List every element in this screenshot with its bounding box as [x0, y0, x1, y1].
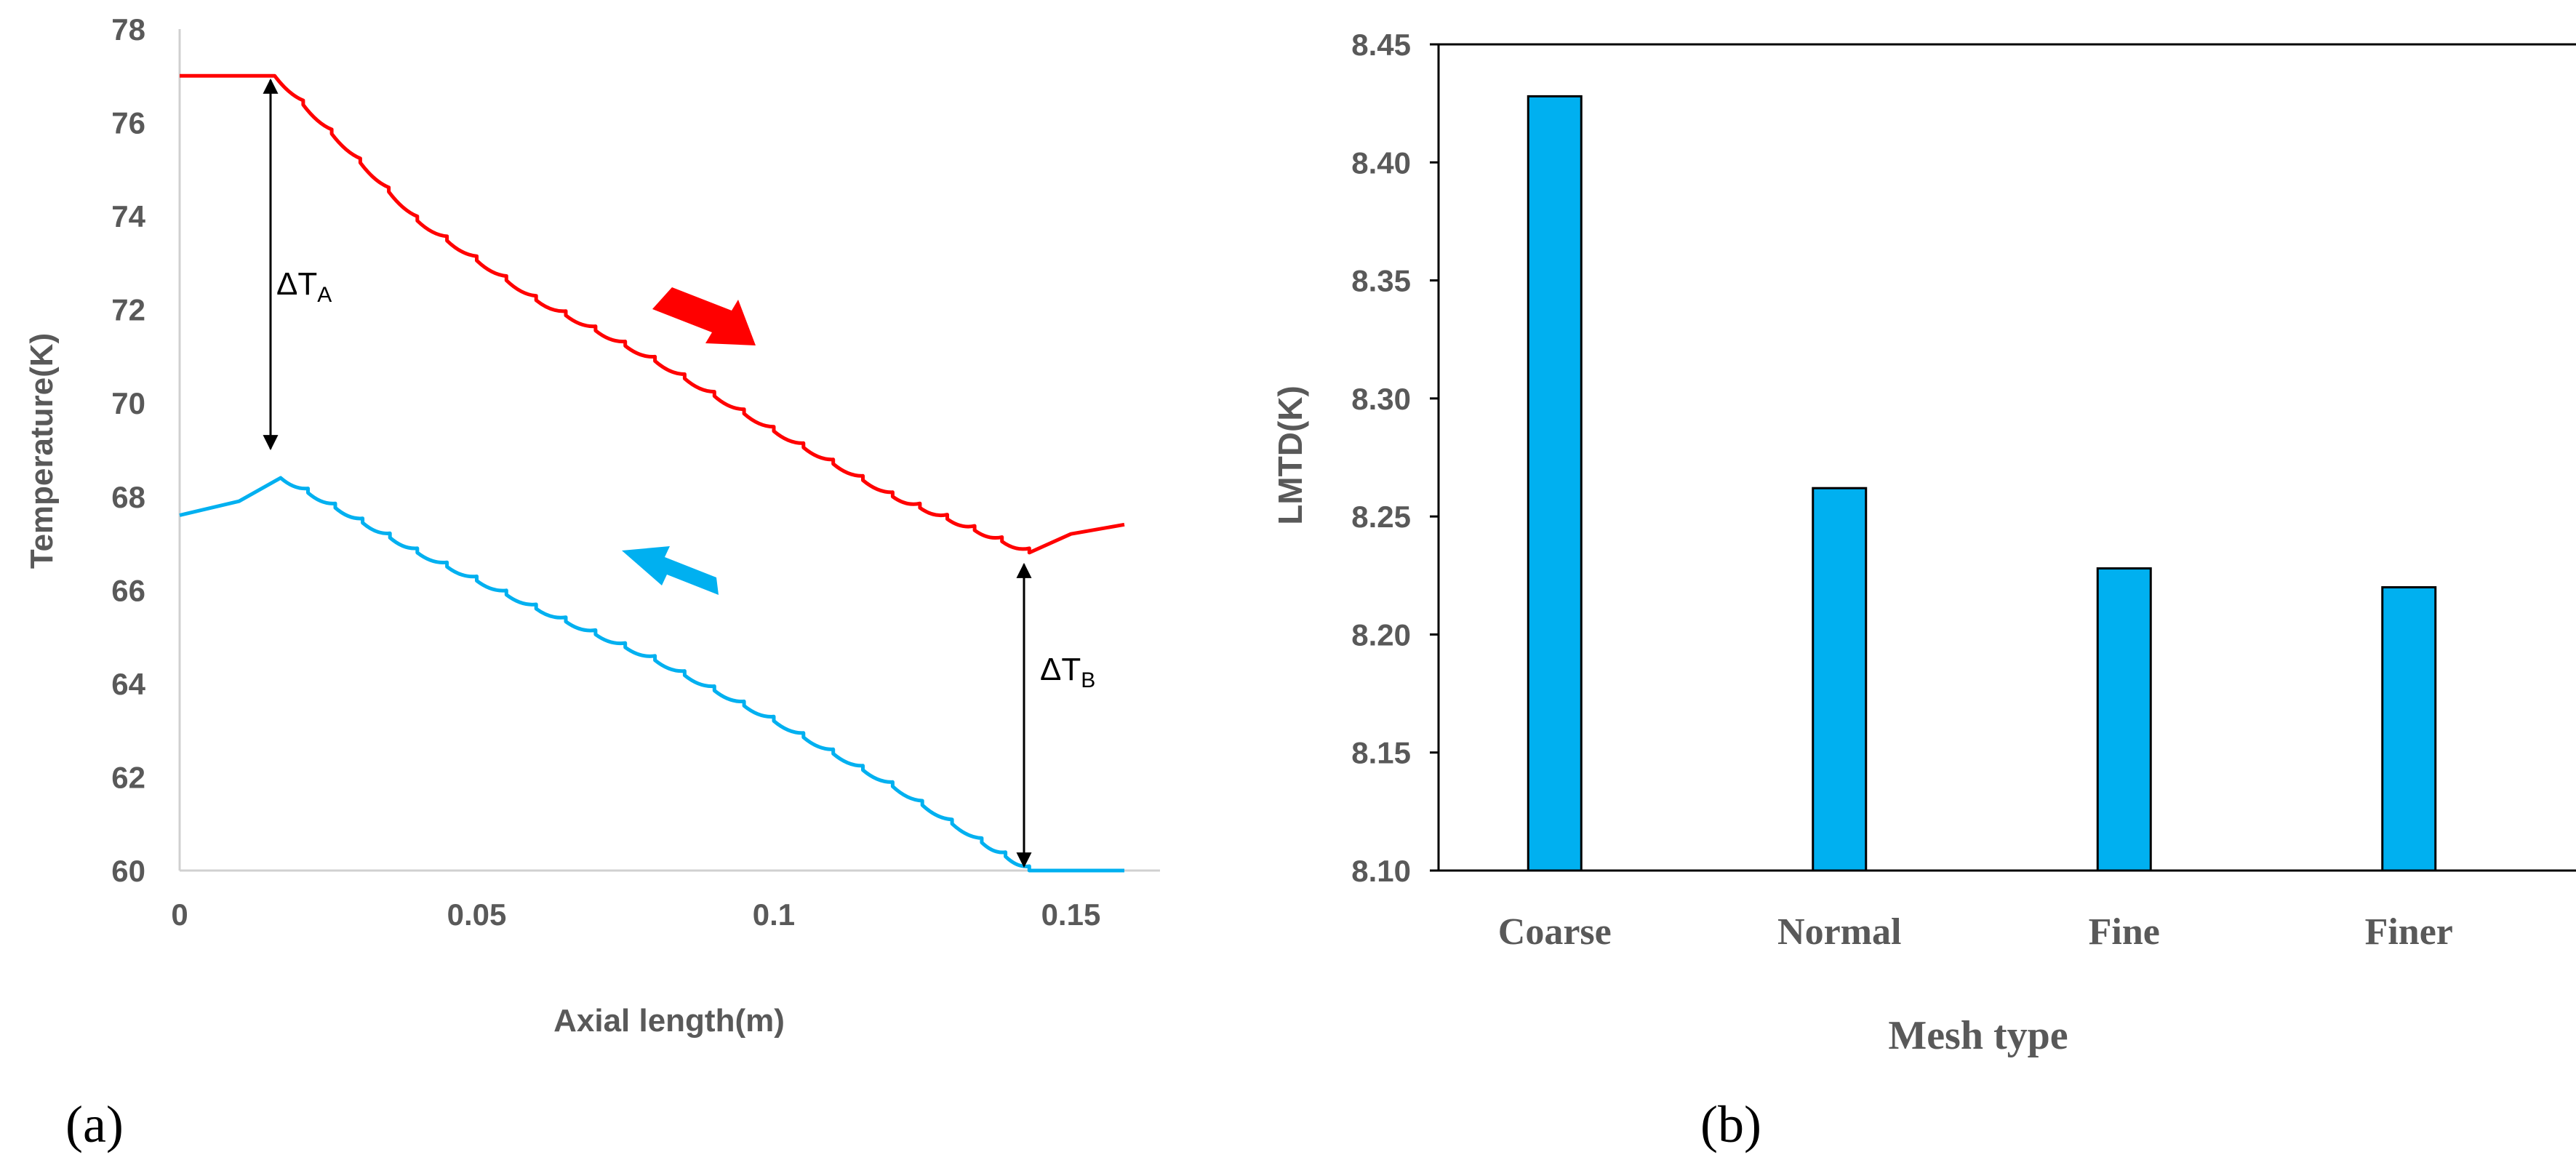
chart-a-y-label: Temperature(K)	[24, 333, 60, 569]
chart-b-bar-fine	[2096, 567, 2152, 872]
chart-a: 60 62 64 66 68 70 72 74 76 78 0 0.05 0.1 0.15 ΔTA ΔT…	[24, 12, 1160, 1153]
chart-a-x-tick-label: 0.05	[447, 897, 507, 932]
chart-a-y-tick-label: 60	[111, 854, 145, 888]
chart-a-x-tick-label: 0.1	[753, 897, 795, 932]
hot-flow-arrow-icon	[652, 287, 756, 345]
delta-tb-label: ΔTB	[1040, 652, 1095, 692]
chart-b-y-tick-label: 8.10	[1351, 854, 1411, 888]
panel-label-a: (a)	[65, 1095, 124, 1153]
chart-a-y-tick-label: 64	[111, 667, 145, 701]
chart-b-y-label: LMTD(K)	[1271, 385, 1309, 525]
chart-b-y-tick-label: 8.20	[1351, 617, 1411, 652]
chart-a-y-tick-label: 78	[111, 12, 145, 47]
chart-a-y-tick-label: 70	[111, 386, 145, 420]
chart-b-y-tick-label: 8.25	[1351, 500, 1411, 534]
chart-b-bars	[1527, 95, 2437, 872]
chart-a-y-tick-label: 72	[111, 293, 145, 327]
chart-b-category-labels: Coarse Normal Fine Finer	[1498, 911, 2453, 953]
chart-b: 8.10 8.15 8.20 8.25 8.30 8.35 8.40 8.45 Coarse N…	[1271, 28, 2576, 1153]
chart-b-bar-normal	[1812, 487, 1868, 872]
chart-b-y-tick-label: 8.30	[1351, 382, 1411, 416]
chart-a-y-tick-label: 68	[111, 480, 145, 514]
chart-b-category-label: Finer	[2365, 911, 2453, 953]
chart-b-category-label: Normal	[1777, 911, 1901, 953]
chart-b-category-label: Fine	[2089, 911, 2160, 953]
chart-a-x-tick-label: 0.15	[1041, 897, 1101, 932]
chart-a-x-label: Axial length(m)	[553, 1003, 785, 1039]
chart-a-series-hot	[180, 73, 1125, 555]
chart-b-bar-coarse	[1527, 95, 1583, 872]
chart-a-y-ticks: 60 62 64 66 68 70 72 74 76 78	[111, 12, 145, 888]
chart-b-category-label: Coarse	[1498, 911, 1612, 953]
chart-a-y-tick-label: 76	[111, 106, 145, 140]
chart-b-bar-finer	[2381, 586, 2437, 872]
cold-flow-arrow-icon	[622, 546, 719, 595]
panel-label-b: (b)	[1700, 1095, 1761, 1153]
chart-b-plot-area	[1437, 43, 2576, 872]
chart-a-x-tick-label: 0	[171, 897, 188, 932]
chart-a-series-cold	[179, 476, 1124, 873]
chart-a-y-tick-label: 62	[111, 760, 145, 794]
chart-b-y-tick-label: 8.45	[1351, 28, 1411, 62]
chart-a-y-tick-label: 74	[111, 199, 145, 233]
chart-a-y-tick-label: 66	[111, 573, 145, 607]
chart-b-y-tick-label: 8.15	[1351, 736, 1411, 770]
chart-b-x-label: Mesh type	[1888, 1013, 2068, 1058]
chart-b-y-tick-label: 8.35	[1351, 264, 1411, 298]
chart-b-y-ticks: 8.10 8.15 8.20 8.25 8.30 8.35 8.40 8.45	[1351, 28, 1439, 888]
delta-ta-label: ΔTA	[276, 266, 332, 307]
chart-b-y-tick-label: 8.40	[1351, 145, 1411, 180]
chart-a-x-ticks: 0 0.05 0.1 0.15	[171, 897, 1100, 932]
